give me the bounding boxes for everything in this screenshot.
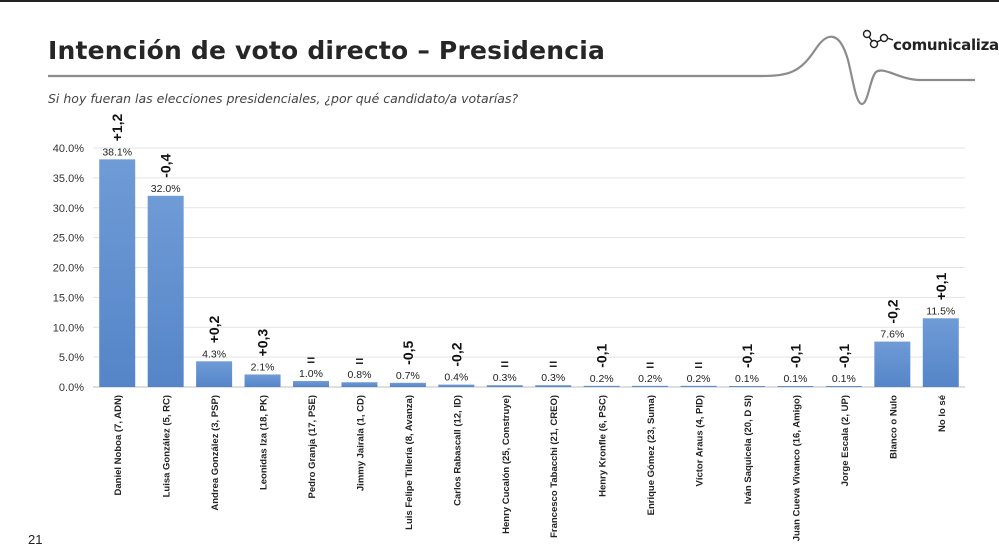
page-title: Intención de voto directo – Presidencia (48, 36, 606, 65)
chart-subtitle: Si hoy fueran las elecciones presidencia… (48, 91, 519, 106)
data-label: 0.2% (590, 373, 614, 385)
x-tick-label: Enrique Gómez (23, Suma) (646, 395, 657, 515)
bar (438, 384, 475, 387)
change-label: +0,3 (255, 329, 271, 357)
change-label: -0,2 (884, 299, 900, 323)
change-label: = (501, 356, 509, 372)
change-label: -0,1 (739, 344, 755, 368)
data-label: 0.8% (347, 369, 371, 381)
bar (341, 382, 378, 387)
data-label: 0.7% (396, 370, 420, 382)
change-label: -0,4 (158, 153, 174, 177)
change-label: = (694, 357, 702, 373)
data-label: 0.3% (493, 372, 517, 384)
change-label: -0,1 (787, 344, 803, 368)
bar (874, 341, 911, 387)
x-tick-label: Víctor Araus (4, PID) (695, 395, 706, 487)
x-tick-label: Jimmy Jairala (1, CD) (355, 395, 366, 491)
y-tick-label: 30.0% (53, 203, 84, 215)
bar (147, 195, 184, 387)
data-label: 0.2% (687, 373, 711, 385)
x-tick-label: Luis Felipe Tillería (8, Avanza) (404, 395, 415, 530)
y-tick-label: 15.0% (53, 292, 84, 304)
change-label: -0,1 (594, 343, 610, 367)
logo-icon (862, 29, 893, 49)
change-label: -0,2 (448, 342, 464, 366)
y-tick-label: 40.0% (53, 143, 84, 155)
data-label: 0.1% (832, 373, 856, 385)
page-number: 21 (28, 532, 43, 547)
data-label: 32.0% (151, 183, 181, 195)
x-tick-label: Blanco o Nulo (888, 395, 899, 459)
data-label: 1.0% (299, 368, 323, 380)
x-tick-label: No lo sé (937, 395, 948, 432)
x-tick-label: Francesco Tabacchi (21, CREO) (549, 395, 560, 538)
data-label: 4.3% (202, 348, 226, 360)
data-label: 11.5% (926, 305, 955, 317)
bar (922, 318, 959, 387)
x-tick-label: Leonidas Iza (18, PK) (259, 395, 270, 490)
x-tick-label: Luisa González (5, RC) (162, 395, 173, 497)
bar (244, 374, 281, 387)
bar (632, 385, 669, 387)
bar (777, 386, 814, 387)
data-label: 0.4% (444, 372, 468, 384)
y-tick-label: 10.0% (53, 322, 84, 334)
data-label: 0.1% (783, 373, 807, 385)
data-label: 0.2% (638, 373, 662, 385)
change-label: -0,5 (400, 340, 416, 364)
bar (680, 385, 717, 387)
bar (583, 385, 620, 387)
top-border-line (0, 0, 999, 2)
data-label: 0.3% (541, 372, 565, 384)
x-tick-label: Daniel Noboa (7, ADN) (113, 395, 124, 495)
x-tick-label: Jorge Escala (2, UP) (840, 395, 851, 486)
bar (99, 159, 136, 387)
data-label: 0.1% (735, 373, 759, 385)
y-tick-label: 20.0% (53, 263, 84, 275)
y-tick-label: 0.0% (59, 382, 84, 394)
y-tick-label: 5.0% (59, 352, 84, 364)
bar (825, 386, 862, 387)
bar (729, 386, 765, 387)
y-tick-label: 35.0% (53, 173, 84, 185)
data-label: 2.1% (251, 361, 275, 373)
bar (535, 385, 572, 387)
change-label: = (646, 357, 654, 373)
bar (389, 382, 426, 387)
change-label: = (549, 356, 557, 372)
y-tick-label: 25.0% (53, 233, 84, 245)
change-label: +0,1 (933, 272, 949, 300)
x-tick-label: Andrea González (3, PSP) (210, 395, 221, 511)
change-label: +1,2 (109, 114, 125, 142)
bar (293, 381, 329, 387)
x-tick-label: Carlos Rabascall (12, ID) (452, 395, 463, 506)
data-label: 7.6% (880, 329, 904, 341)
bar (196, 361, 233, 387)
x-tick-label: Iván Saquicela (20, D SI) (743, 395, 754, 504)
change-label: = (307, 352, 315, 368)
data-label: 38.1% (102, 146, 132, 158)
change-label: +0,2 (206, 315, 222, 343)
x-tick-label: Henry Kronfle (6, PSC) (598, 395, 609, 497)
bar (486, 385, 523, 387)
x-tick-label: Henry Cucalón (25, Construye) (501, 395, 512, 534)
change-label: = (355, 353, 363, 369)
x-tick-label: Pedro Granja (17, PSE) (307, 395, 318, 498)
change-label: -0,1 (836, 344, 852, 368)
logo-text: comunicaliza (893, 36, 999, 54)
x-tick-label: Juan Cueva Vivanco (16, Amigo) (791, 395, 802, 541)
